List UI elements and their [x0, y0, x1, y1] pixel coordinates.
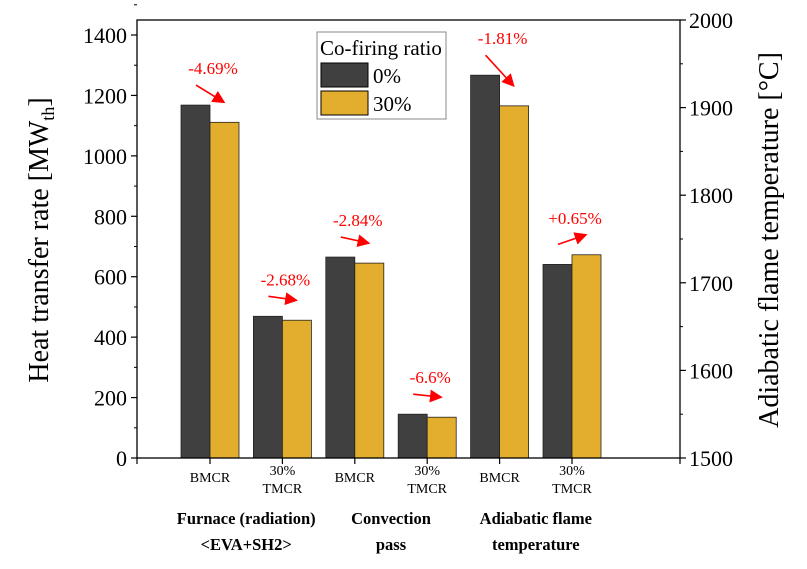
x-tick-label-line: BMCR [190, 471, 231, 486]
legend: Co-firing ratio 0% 30% [316, 31, 447, 120]
y-tick-label: 400 [94, 325, 127, 350]
bar-0pct-1 [252, 315, 283, 459]
annotation-label: -2.84% [333, 211, 383, 230]
group-label: temperature [492, 535, 580, 554]
legend-swatch-0 [320, 62, 369, 88]
y-axis-title: Heat transfer rate [MWth] [24, 97, 58, 382]
annotation-label: -4.69% [188, 59, 238, 78]
y-tick-label: 1200 [83, 83, 127, 108]
x-tick-label: BMCR [335, 471, 376, 486]
x-tick-label-line: 30% [414, 464, 440, 479]
group-label: Adiabatic flame [480, 509, 592, 528]
bar-0pct-4 [470, 74, 501, 459]
x-tick-label: 30% TMCR [552, 464, 592, 497]
y-tick-label: 800 [94, 204, 127, 229]
y2-tick-label: 1700 [689, 271, 733, 296]
annotation-label: +0.65% [548, 209, 602, 228]
bar-30pct-4 [499, 105, 530, 459]
group-label: pass [376, 535, 407, 554]
bar-0pct-3 [397, 413, 428, 459]
x-tick-label-line: 30% [559, 464, 585, 479]
legend-swatch-1 [320, 90, 369, 116]
bar-30pct-3 [426, 416, 457, 459]
x-tick-label: BMCR [479, 471, 520, 486]
y-tick-label: 1000 [83, 144, 127, 169]
bar-30pct-1 [281, 319, 312, 459]
y-tick-label: 600 [94, 265, 127, 290]
annotation-arrow [340, 234, 371, 248]
bars [180, 74, 602, 459]
annotation-arrow [195, 84, 226, 104]
y2-axis-title: Adiabatic flame temperature [°C] [754, 52, 785, 428]
legend-label-0: 0% [373, 64, 401, 88]
x-tick-label-line: TMCR [407, 482, 447, 497]
annotation-label: -6.6% [410, 368, 451, 387]
x-tick-label-line: BMCR [335, 471, 376, 486]
y2-tick-label: 1800 [689, 183, 733, 208]
group-label: Convection [351, 509, 431, 528]
y-tick-label: 200 [94, 386, 127, 411]
y2-tick-label: 1900 [689, 96, 733, 121]
bar-0pct-2 [325, 256, 356, 459]
y2-tick-label: 2000 [689, 8, 733, 33]
x-tick-label-line: TMCR [552, 482, 592, 497]
x-tick-label-line: TMCR [263, 482, 303, 497]
annotations: -4.69% -2.68% -2.84% -6.6% -1.81% +0.65% [188, 29, 602, 403]
x-tick-label: 30% TMCR [263, 464, 303, 497]
bar-30pct-2 [354, 262, 385, 459]
y2-tick-label: 1600 [689, 358, 733, 383]
bar-0pct-5 [542, 264, 573, 459]
bar-0pct-0 [180, 104, 211, 459]
bar-30pct-0 [209, 121, 240, 459]
group-label: Furnace (radiation) [177, 509, 316, 528]
legend-title: Co-firing ratio [320, 36, 442, 60]
group-label: <EVA+SH2> [201, 535, 292, 554]
annotation-arrow [413, 389, 443, 403]
axes: BMCR 30% TMCR BMCR 30% TMCR BMCR 30% TMCR Furnace… [83, 4, 733, 554]
bar-30pct-5 [571, 254, 602, 459]
annotation-arrow [268, 292, 298, 306]
x-tick-label: 30% TMCR [407, 464, 447, 497]
legend-label-1: 30% [373, 92, 412, 116]
x-tick-label-line: BMCR [479, 471, 520, 486]
y2-tick-label: 1500 [689, 446, 733, 471]
annotation-label: -1.81% [478, 29, 528, 48]
x-tick-label-line: 30% [270, 464, 296, 479]
annotation-arrow [557, 232, 588, 246]
annotation-arrow [485, 54, 515, 88]
x-tick-label: BMCR [190, 471, 231, 486]
y-tick-label: 1400 [83, 23, 127, 48]
annotation-label: -2.68% [261, 270, 311, 289]
y-tick-label: 0 [116, 446, 127, 471]
